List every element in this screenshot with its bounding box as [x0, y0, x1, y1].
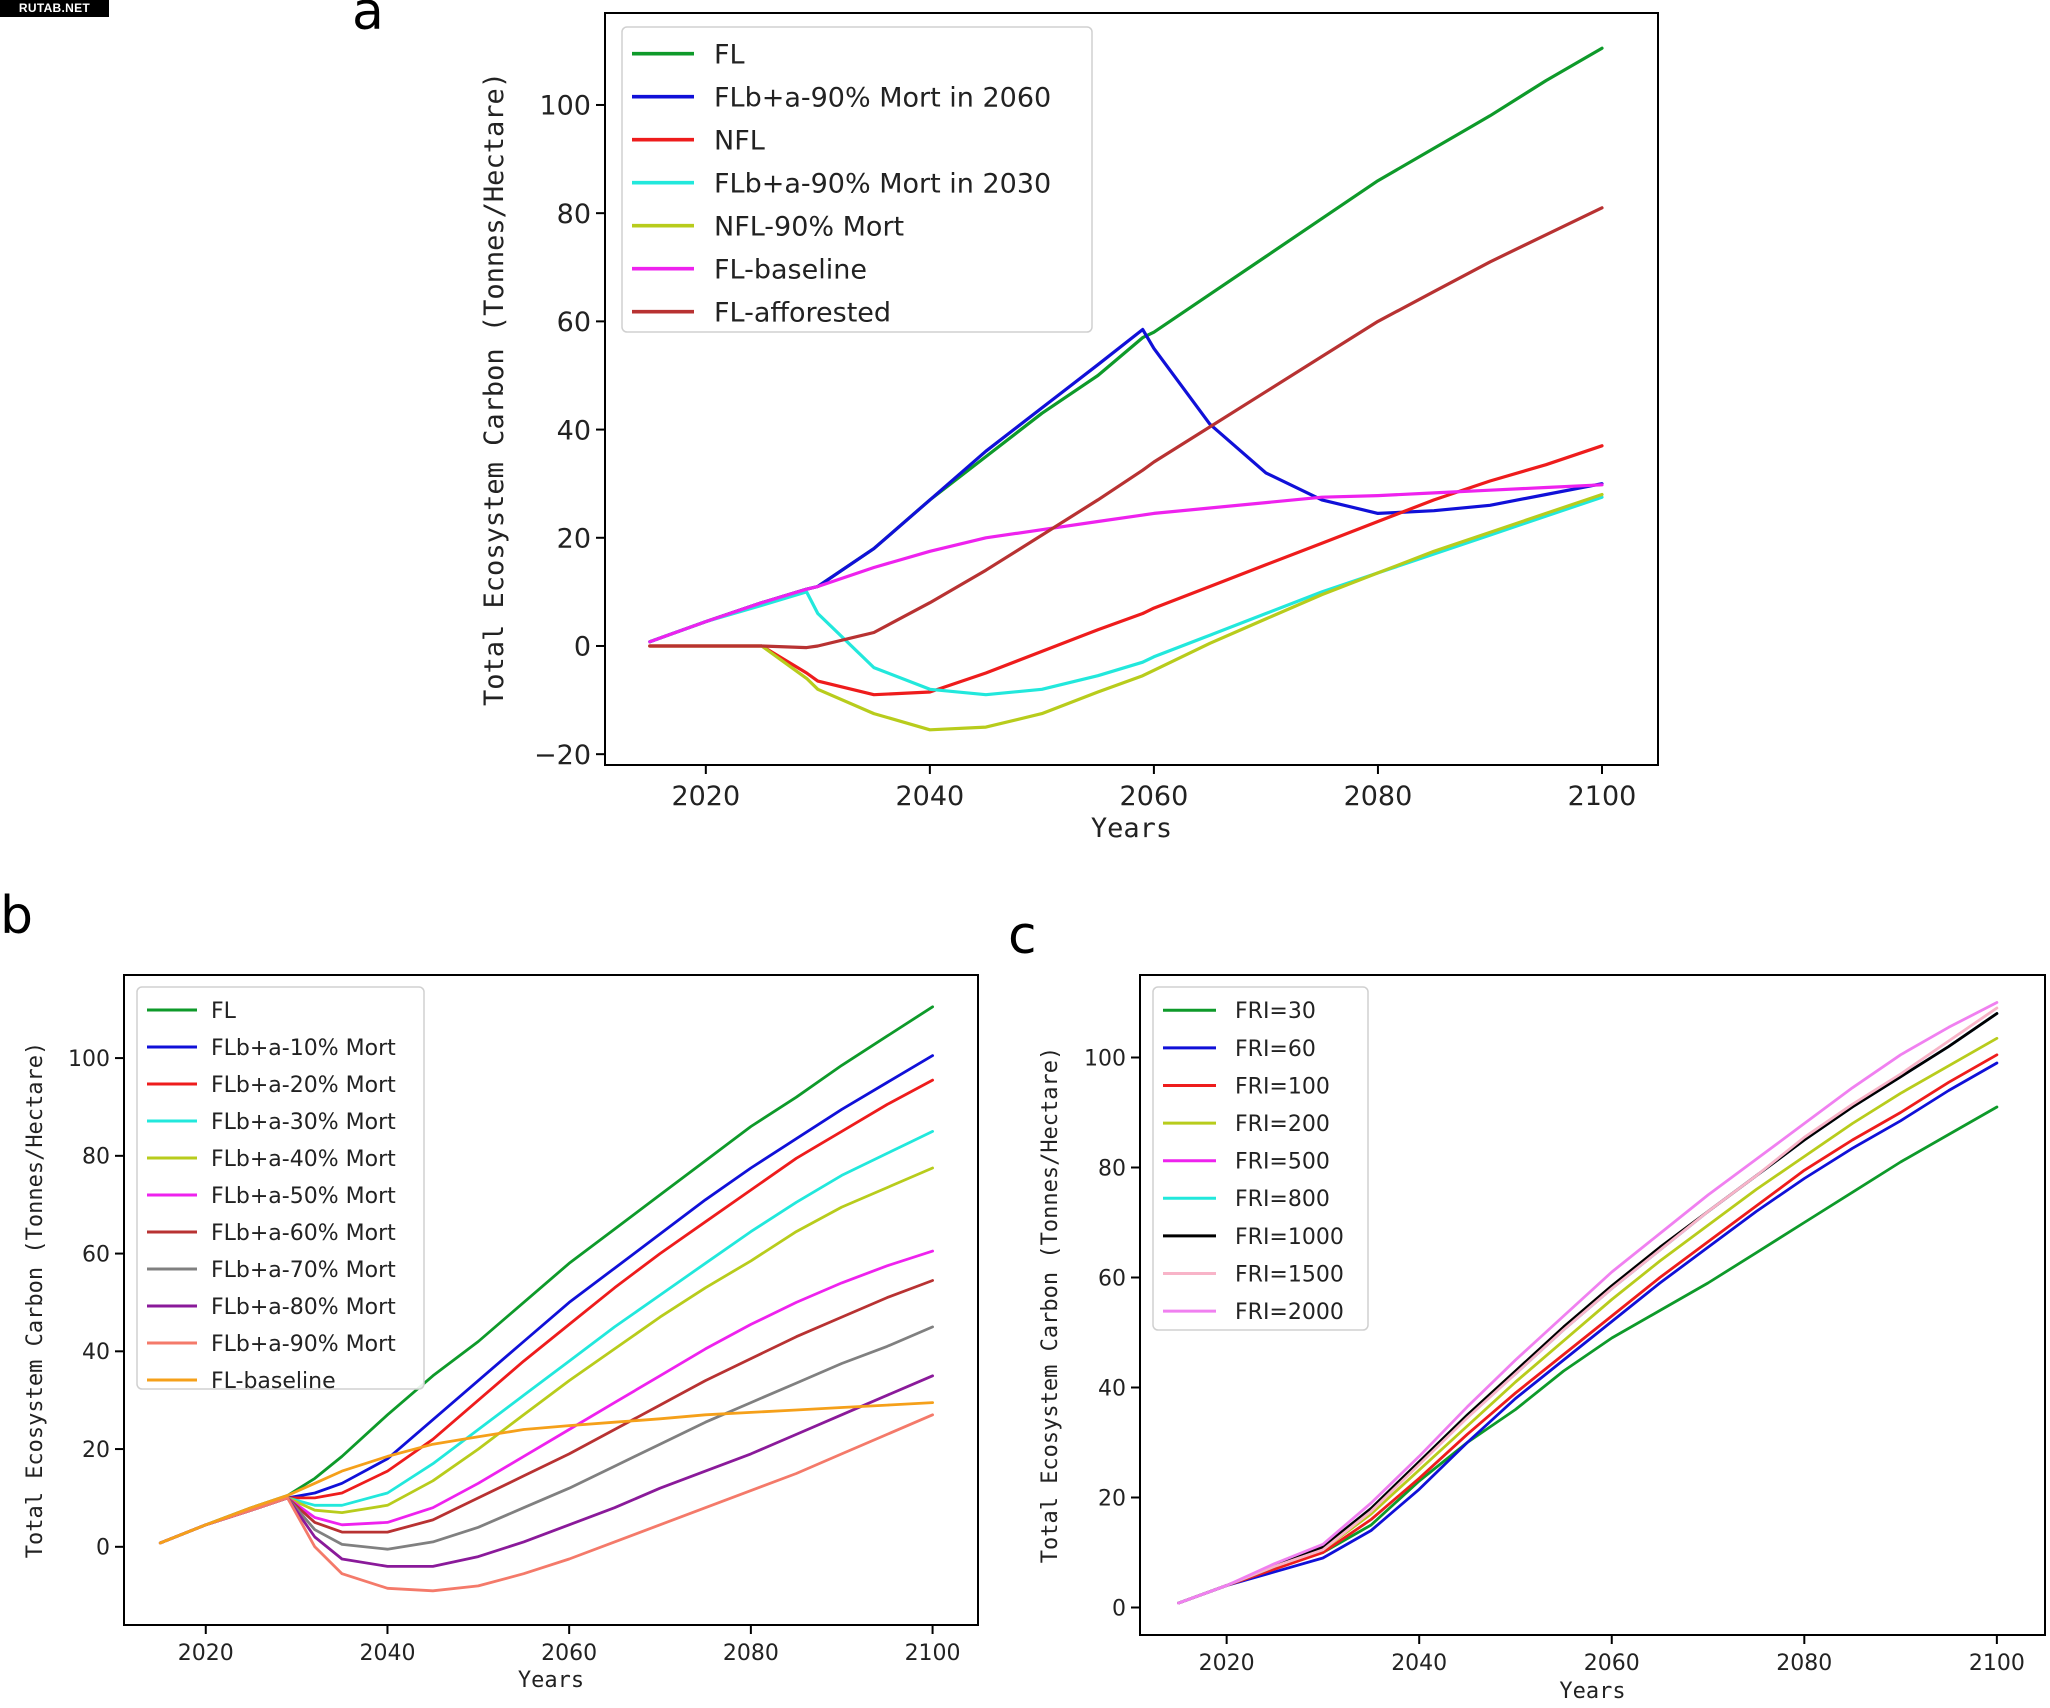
y-tick-label: 80: [1098, 1156, 1126, 1181]
panel-label-c: c: [1008, 906, 1037, 966]
legend-label: FLb+a-10% Mort: [211, 1036, 396, 1061]
x-tick-label: 2040: [359, 1641, 415, 1666]
x-tick-label: 2100: [1568, 781, 1637, 812]
legend-label: FRI=800: [1235, 1187, 1330, 1212]
legend-label: FLb+a-20% Mort: [211, 1073, 396, 1098]
y-tick-label: 100: [1084, 1046, 1126, 1071]
y-axis-label: Total Ecosystem Carbon (Tonnes/Hectare): [1038, 1047, 1063, 1564]
x-tick-label: 2040: [1391, 1651, 1447, 1676]
legend-label: FLb+a-60% Mort: [211, 1221, 396, 1246]
legend-frame: [1152, 986, 1369, 1331]
legend-label: NFL: [714, 125, 765, 156]
legend-label: FLb+a-90% Mort in 2030: [714, 168, 1051, 199]
y-tick-label: 40: [557, 415, 591, 446]
y-tick-label: 40: [1098, 1376, 1126, 1401]
x-tick-label: 2060: [1120, 781, 1189, 812]
legend-label: FL: [714, 39, 745, 70]
y-tick-label: 20: [557, 523, 591, 554]
legend-label: FRI=200: [1235, 1112, 1330, 1137]
legend-label: FRI=2000: [1235, 1300, 1344, 1325]
series-line-fri-1500: [1177, 1006, 1999, 1605]
legend: FRI=30 FRI=60 FRI=100 FRI=200 FRI=500 FRI=800…: [1152, 986, 1369, 1331]
y-tick-label: 100: [539, 91, 591, 122]
y-tick-label: 80: [557, 199, 591, 230]
series-line-nfl-90-mort: [648, 492, 1604, 732]
y-tick-label: 20: [82, 1438, 110, 1463]
y-tick-label: 60: [557, 307, 591, 338]
y-tick-label: −20: [534, 740, 591, 771]
legend-label: FLb+a-70% Mort: [211, 1258, 396, 1283]
series-line-fri-1000: [1177, 1012, 1999, 1605]
x-tick-label: 2100: [1969, 1651, 2025, 1676]
x-axis-label: Years: [518, 1668, 584, 1693]
panel-label-b: b: [0, 886, 34, 946]
legend-label: FLb+a-50% Mort: [211, 1184, 396, 1209]
plot-frame: [604, 12, 1659, 766]
x-tick-label: 2080: [1776, 1651, 1832, 1676]
x-tick-label: 2080: [723, 1641, 779, 1666]
legend-label: FRI=1500: [1235, 1262, 1344, 1287]
legend-label: FLb+a-90% Mort in 2060: [714, 82, 1051, 113]
series-line-fri-60: [1177, 1061, 1999, 1605]
legend-label: FL: [211, 999, 237, 1024]
legend-label: FLb+a-40% Mort: [211, 1147, 396, 1172]
x-tick-label: 2020: [178, 1641, 234, 1666]
legend-label: FLb+a-80% Mort: [211, 1295, 396, 1320]
legend-label: FL-baseline: [714, 254, 867, 285]
series-line-flb-a-80-mort: [158, 1374, 934, 1568]
chart-b: 2020 2040 2060 2080 2100020406080100YearsTot…: [23, 974, 979, 1693]
x-tick-label: 2020: [1199, 1651, 1255, 1676]
series-line-nfl: [648, 444, 1604, 697]
x-tick-label: 2040: [896, 781, 965, 812]
series-line-fri-2000: [1177, 1001, 1999, 1605]
legend-label: FLb+a-90% Mort: [211, 1332, 396, 1357]
legend-label: FRI=1000: [1235, 1225, 1344, 1250]
legend-label: FL-baseline: [211, 1369, 336, 1394]
y-tick-label: 0: [96, 1536, 110, 1561]
series-line-fl-afforested: [648, 206, 1604, 650]
legend-label: FRI=30: [1235, 999, 1316, 1024]
y-tick-label: 100: [68, 1047, 110, 1072]
chart-c: 2020 2040 2060 2080 2100020406080100YearsTot…: [1038, 974, 2046, 1704]
x-axis-label: Years: [1559, 1679, 1625, 1704]
legend-label: FL-afforested: [714, 297, 891, 328]
y-tick-label: 80: [82, 1145, 110, 1170]
x-tick-label: 2080: [1344, 781, 1413, 812]
legend: FL FLb+a-90% Mort in 2060 NFL FLb+a-90% Mor…: [621, 26, 1093, 333]
plot-frame: [123, 974, 979, 1626]
plot-frame: [1139, 974, 2046, 1636]
x-axis-label: Years: [1091, 813, 1172, 844]
legend-frame: [136, 986, 425, 1390]
x-tick-label: 2060: [541, 1641, 597, 1666]
panel-label-a: a: [352, 0, 384, 42]
legend-label: FRI=500: [1235, 1150, 1330, 1175]
legend: FL FLb+a-10% Mort FLb+a-20% Mort FLb+a-30% …: [136, 986, 425, 1394]
y-tick-label: 40: [82, 1340, 110, 1365]
series-line-fl-baseline: [648, 483, 1604, 644]
legend-label: FRI=100: [1235, 1074, 1330, 1099]
series-line-flb-a-90-mort-in-2030: [648, 495, 1604, 697]
y-axis-label: Total Ecosystem Carbon (Tonnes/Hectare): [479, 72, 510, 706]
x-tick-label: 2060: [1584, 1651, 1640, 1676]
y-tick-label: 0: [574, 632, 591, 663]
chart-a: 2020 2040 2060 2080 2100−20020406080100Years…: [479, 12, 1659, 844]
legend-label: FLb+a-30% Mort: [211, 1110, 396, 1135]
series-line-fl-baseline: [158, 1401, 934, 1545]
y-tick-label: 60: [82, 1242, 110, 1267]
x-tick-label: 2100: [905, 1641, 961, 1666]
y-tick-label: 20: [1098, 1486, 1126, 1511]
series-line-fri-100: [1177, 1053, 1999, 1605]
y-tick-label: 0: [1112, 1596, 1126, 1621]
y-axis-label: Total Ecosystem Carbon (Tonnes/Hectare): [23, 1042, 48, 1559]
watermark-logo: RUTAB.NET: [0, 0, 109, 17]
x-tick-label: 2020: [671, 781, 740, 812]
legend-label: FRI=60: [1235, 1037, 1316, 1062]
series-line-flb-a-90-mort: [158, 1413, 934, 1593]
legend-label: NFL-90% Mort: [714, 211, 904, 242]
y-tick-label: 60: [1098, 1266, 1126, 1291]
legend-frame: [621, 26, 1093, 333]
